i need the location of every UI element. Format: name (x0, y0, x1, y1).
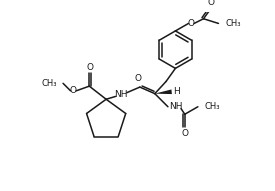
Text: NH: NH (169, 102, 182, 111)
Text: O: O (207, 0, 214, 7)
Text: NH: NH (114, 90, 128, 99)
Polygon shape (155, 89, 172, 94)
Text: O: O (181, 129, 188, 138)
Text: O: O (188, 19, 195, 28)
Text: CH₃: CH₃ (41, 79, 57, 88)
Text: O: O (70, 86, 77, 95)
Text: O: O (87, 63, 94, 72)
Text: CH₃: CH₃ (204, 102, 220, 111)
Text: O: O (134, 74, 141, 83)
Text: CH₃: CH₃ (226, 19, 241, 28)
Text: H: H (173, 87, 180, 96)
